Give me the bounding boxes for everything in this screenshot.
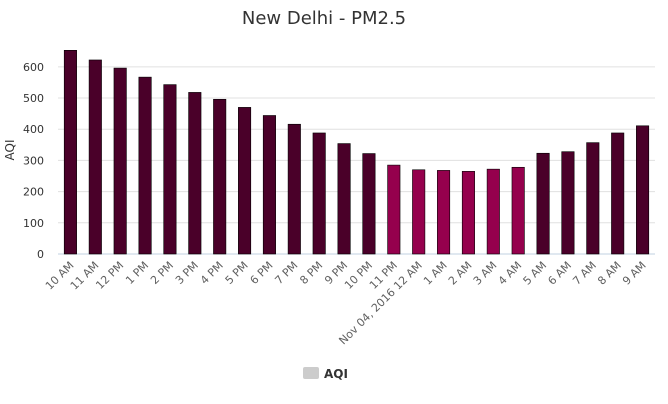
x-tick-label: 2 AM [446, 259, 475, 288]
bar[interactable] [362, 153, 376, 255]
x-tick-label: 5 AM [521, 259, 550, 288]
y-tick-label: 0 [37, 248, 44, 261]
x-tick-label: 8 PM [297, 259, 325, 287]
bar[interactable] [312, 132, 326, 255]
legend-label[interactable]: AQI [324, 367, 348, 381]
bar[interactable] [138, 76, 152, 255]
bar[interactable] [636, 125, 650, 255]
x-tick-label: 11 AM [68, 259, 102, 293]
x-tick-label: 3 AM [471, 259, 500, 288]
y-tick-label: 100 [23, 217, 44, 230]
x-tick-label: 6 PM [248, 259, 276, 287]
x-tick-label: 4 AM [496, 259, 525, 288]
bar[interactable] [461, 171, 475, 255]
x-tick-label: 7 AM [570, 259, 599, 288]
y-tick-label: 400 [23, 123, 44, 136]
grid-layer: 0 100 200 300 400 500 600 [23, 61, 655, 261]
bar[interactable] [88, 59, 102, 255]
x-tick-label: 6 AM [545, 259, 574, 288]
bar[interactable] [337, 143, 351, 255]
bar[interactable] [437, 170, 451, 255]
bar[interactable] [213, 98, 227, 255]
legend-swatch[interactable] [303, 367, 319, 379]
x-tick-label: 8 AM [595, 259, 624, 288]
bar[interactable] [412, 169, 426, 255]
bar[interactable] [163, 84, 177, 255]
y-tick-label: 500 [23, 92, 44, 105]
bar[interactable] [63, 50, 77, 255]
bar[interactable] [611, 132, 625, 255]
bar[interactable] [238, 107, 252, 255]
bars-layer [63, 50, 650, 255]
legend[interactable]: AQI [303, 367, 348, 381]
bar[interactable] [262, 115, 276, 255]
bar[interactable] [511, 166, 525, 255]
x-tick-label: 3 PM [173, 259, 201, 287]
bar[interactable] [188, 92, 202, 255]
bar[interactable] [586, 142, 600, 255]
x-tick-label: 1 AM [421, 259, 450, 288]
bar[interactable] [387, 164, 401, 255]
bar[interactable] [561, 151, 575, 255]
y-tick-label: 200 [23, 186, 44, 199]
x-tick-label: 1 PM [123, 259, 151, 287]
y-tick-label: 300 [23, 154, 44, 167]
x-tick-label: 5 PM [223, 259, 251, 287]
bar[interactable] [287, 123, 301, 255]
x-tick-label: 12 PM [93, 259, 126, 292]
x-tick-label: 7 PM [272, 259, 300, 287]
y-tick-label: 600 [23, 61, 44, 74]
bar[interactable] [113, 67, 127, 255]
chart-title: New Delhi - PM2.5 [242, 8, 406, 29]
bar[interactable] [486, 168, 500, 255]
x-tick-label: 2 PM [148, 259, 176, 287]
x-tick-label: 4 PM [198, 259, 226, 287]
x-tick-label: 9 AM [620, 259, 649, 288]
y-axis-label: AQI [3, 140, 17, 161]
bar[interactable] [536, 152, 550, 255]
